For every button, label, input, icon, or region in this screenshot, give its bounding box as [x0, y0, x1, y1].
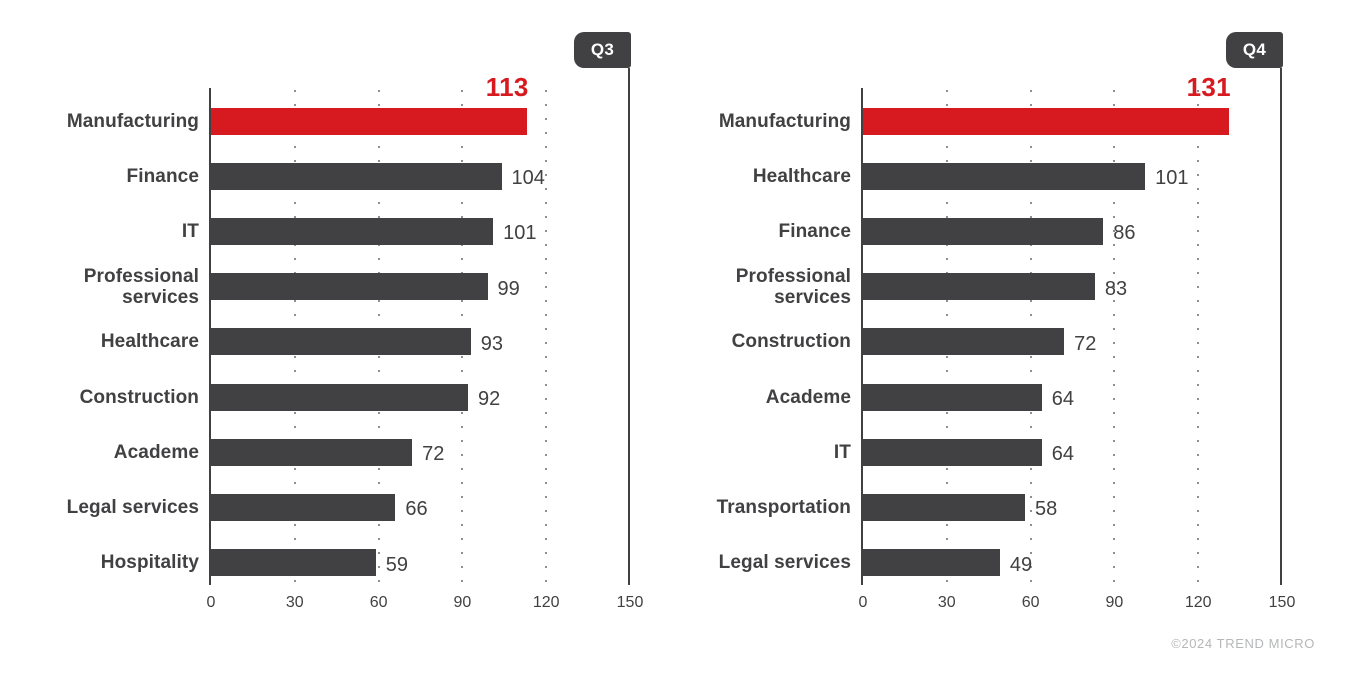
y-axis-line	[209, 88, 211, 585]
x-tick-label-0: 0	[206, 594, 216, 611]
chart-q3: Q3 0 30 60 90 120 150 Manufacturing 113 Finance 1…	[66, 32, 644, 611]
bar-manufacturing	[863, 107, 1229, 135]
gridline-120	[545, 90, 548, 585]
category-label-finance: Finance	[778, 220, 851, 242]
category-label-professional-services: Professional services	[735, 265, 851, 308]
value-label-construction: 72	[1074, 332, 1097, 355]
highlight-value-label: 131	[1186, 71, 1231, 102]
x-tick-label-30: 30	[285, 594, 304, 611]
chart-q4: Q4 0 30 60 90 120 150 Manufacturing 131 Healthca…	[652, 0, 1332, 681]
category-label-transportation: Transportation	[716, 496, 851, 518]
bar-transportation	[863, 493, 1025, 521]
category-label-academe: Academe	[765, 386, 851, 408]
bar-academe	[211, 438, 413, 466]
bar-construction	[863, 328, 1065, 356]
bar-professional-services	[211, 273, 488, 301]
category-label-it: IT	[181, 220, 199, 242]
quarter-badge-q4-label: Q4	[1242, 40, 1267, 59]
category-label-finance: Finance	[126, 165, 199, 187]
gridline-120	[1197, 90, 1200, 585]
value-label-professional-services: 83	[1104, 277, 1128, 300]
bar-it	[863, 438, 1042, 466]
bar-finance	[211, 162, 502, 190]
value-label-construction: 92	[477, 388, 501, 410]
quarter-badge-q4: Q4	[1226, 32, 1283, 68]
value-label-it: 64	[1051, 443, 1075, 466]
value-label-it: 101	[503, 222, 537, 245]
bar-healthcare	[211, 328, 471, 356]
value-label-academe: 72	[422, 443, 445, 466]
x-tick-label-120: 120	[1184, 594, 1212, 611]
category-label-legal-services: Legal services	[66, 496, 199, 518]
category-label-manufacturing: Manufacturing	[66, 110, 199, 132]
bar-professional-services	[863, 273, 1095, 301]
bar-academe	[863, 383, 1042, 411]
x-tick-label-60: 60	[369, 594, 388, 611]
x-tick-label-90: 90	[453, 594, 472, 611]
category-label-healthcare: Healthcare	[100, 331, 199, 353]
x-tick-label-150: 150	[1268, 594, 1296, 611]
value-label-finance: 86	[1113, 222, 1136, 245]
bar-it	[211, 217, 494, 245]
value-label-healthcare: 93	[480, 332, 504, 355]
category-label-academe: Academe	[113, 441, 199, 463]
category-label-it: IT	[833, 441, 851, 463]
x-tick-label-120: 120	[532, 594, 560, 611]
bar-construction	[211, 383, 468, 411]
bar-healthcare	[863, 162, 1146, 190]
bar-legal-services	[863, 549, 1000, 577]
value-label-legal-services: 49	[1009, 553, 1033, 576]
category-label-legal-services: Legal services	[718, 552, 851, 574]
bar-finance	[863, 217, 1104, 245]
bar-manufacturing	[211, 107, 527, 135]
copyright-text: ©2024 TREND MICRO	[1171, 636, 1315, 651]
value-label-professional-services: 99	[497, 277, 520, 300]
gridline-90	[1113, 90, 1116, 585]
x-tick-label-90: 90	[1105, 594, 1124, 611]
bar-legal-services	[211, 493, 396, 521]
bar-hospitality	[211, 549, 376, 577]
flagpole-line	[628, 68, 630, 585]
quarter-badge-q3: Q3	[574, 32, 631, 68]
category-label-construction: Construction	[731, 331, 851, 353]
x-tick-label-30: 30	[937, 594, 956, 611]
flagpole-line	[1280, 68, 1282, 585]
value-label-finance: 104	[511, 167, 545, 190]
value-label-hospitality: 59	[385, 553, 409, 576]
category-label-hospitality: Hospitality	[100, 552, 199, 574]
value-label-legal-services: 66	[405, 498, 428, 521]
value-label-transportation: 58	[1035, 498, 1058, 521]
y-axis-line	[861, 88, 863, 585]
x-tick-label-60: 60	[1021, 594, 1040, 611]
value-label-healthcare: 101	[1155, 167, 1189, 190]
category-label-healthcare: Healthcare	[752, 165, 851, 187]
category-label-construction: Construction	[79, 386, 199, 408]
highlight-value-label: 113	[485, 71, 529, 102]
category-label-professional-services: Professional services	[83, 265, 199, 308]
x-tick-label-150: 150	[616, 594, 644, 611]
quarter-badge-q3-label: Q3	[590, 40, 615, 59]
value-label-academe: 64	[1051, 388, 1075, 410]
category-label-manufacturing: Manufacturing	[718, 110, 851, 132]
x-tick-label-0: 0	[858, 594, 868, 611]
